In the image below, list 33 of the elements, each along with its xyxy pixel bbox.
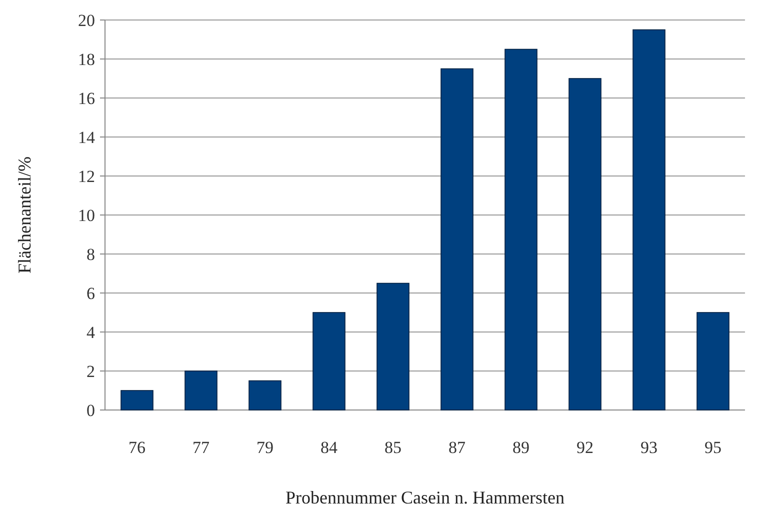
y-tick-label: 2 <box>86 362 95 381</box>
y-tick-label: 14 <box>78 128 96 147</box>
y-tick-label: 4 <box>86 322 96 342</box>
x-tick-label: 84 <box>320 438 338 457</box>
bar <box>568 78 602 410</box>
bar <box>184 370 218 410</box>
bar <box>312 312 346 410</box>
bar <box>696 312 730 410</box>
bar <box>632 29 666 410</box>
y-tick-label: 10 <box>78 206 95 225</box>
bar <box>504 48 538 410</box>
x-tick-label: 89 <box>512 438 530 457</box>
bar <box>376 282 410 410</box>
y-tick-label: 18 <box>78 50 95 69</box>
x-tick-label: 77 <box>192 438 210 457</box>
y-axis-title: Flächenanteil/% <box>14 156 34 274</box>
x-tick-label: 93 <box>640 438 658 457</box>
y-tick-label: 20 <box>78 10 95 30</box>
y-tick-label: 16 <box>78 88 95 108</box>
y-tick-label: 6 <box>86 284 95 303</box>
x-tick-label: 95 <box>704 438 722 457</box>
x-axis-title: Probennummer Casein n. Hammersten <box>286 487 564 508</box>
bar <box>120 390 154 410</box>
bar <box>440 68 474 410</box>
y-tick-label: 0 <box>86 400 95 420</box>
x-tick-label: 92 <box>576 438 594 457</box>
x-tick-label: 85 <box>384 438 402 457</box>
x-tick-label: 79 <box>256 438 274 457</box>
x-tick-label: 76 <box>128 438 146 457</box>
bar <box>248 380 282 410</box>
y-tick-label: 8 <box>86 244 95 264</box>
y-tick-label: 12 <box>78 166 95 186</box>
x-tick-label: 87 <box>448 438 466 457</box>
